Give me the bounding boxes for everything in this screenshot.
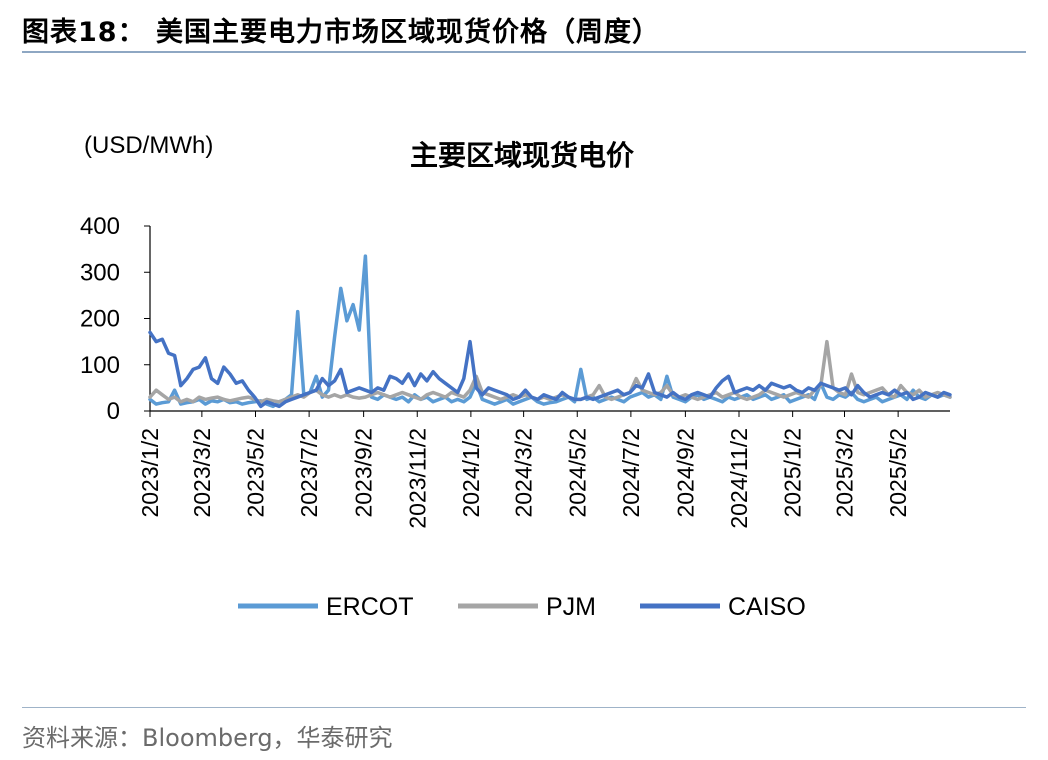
x-tick-label: 2024/3/2 [511,428,537,518]
y-tick-label: 0 [107,398,120,425]
figure-title: 图表18： 美国主要电力市场区域现货价格（周度） [22,17,660,48]
x-tick-label: 2023/11/2 [404,428,430,529]
series-line-caiso [148,330,952,409]
legend-label-caiso: CAISO [728,593,806,621]
axes: 0 100 200 300 400 2023/1/2 2023/3/2 2023/5/2 202… [80,213,950,529]
x-tick-label: 2024/1/2 [458,428,484,518]
series-line-ercot [148,254,952,409]
x-tick-label: 2024/11/2 [726,428,752,529]
y-tick-label: 400 [80,213,120,240]
x-tick-label: 2025/1/2 [780,428,806,518]
legend-label-ercot: ERCOT [326,593,414,621]
title-rule [22,51,1026,53]
series-line-pjm [148,339,952,404]
source-rule [22,707,1026,708]
series-lines [148,254,952,409]
x-tick-label: 2025/5/2 [885,428,911,518]
x-tick-label: 2024/9/2 [672,428,698,518]
x-tick-label: 2024/5/2 [564,428,590,518]
x-tick-label: 2023/5/2 [242,428,268,518]
source-note: 资料来源：Bloomberg，华泰研究 [22,724,393,752]
legend: ERCOT PJM CAISO [238,593,806,621]
legend-label-pjm: PJM [546,593,596,621]
x-tick-label: 2023/9/2 [351,428,377,518]
x-tick-label: 2023/1/2 [137,428,163,518]
y-tick-label: 300 [80,259,120,286]
y-unit-label: (USD/MWh) [84,132,213,159]
chart-title: 主要区域现货电价 [410,139,635,172]
x-tick-label: 2023/7/2 [296,428,322,518]
x-tick-label: 2025/3/2 [832,428,858,518]
y-tick-label: 100 [80,352,120,379]
x-tick-label: 2024/7/2 [618,428,644,518]
y-tick-label: 200 [80,306,120,333]
x-tick-label: 2023/3/2 [189,428,215,518]
